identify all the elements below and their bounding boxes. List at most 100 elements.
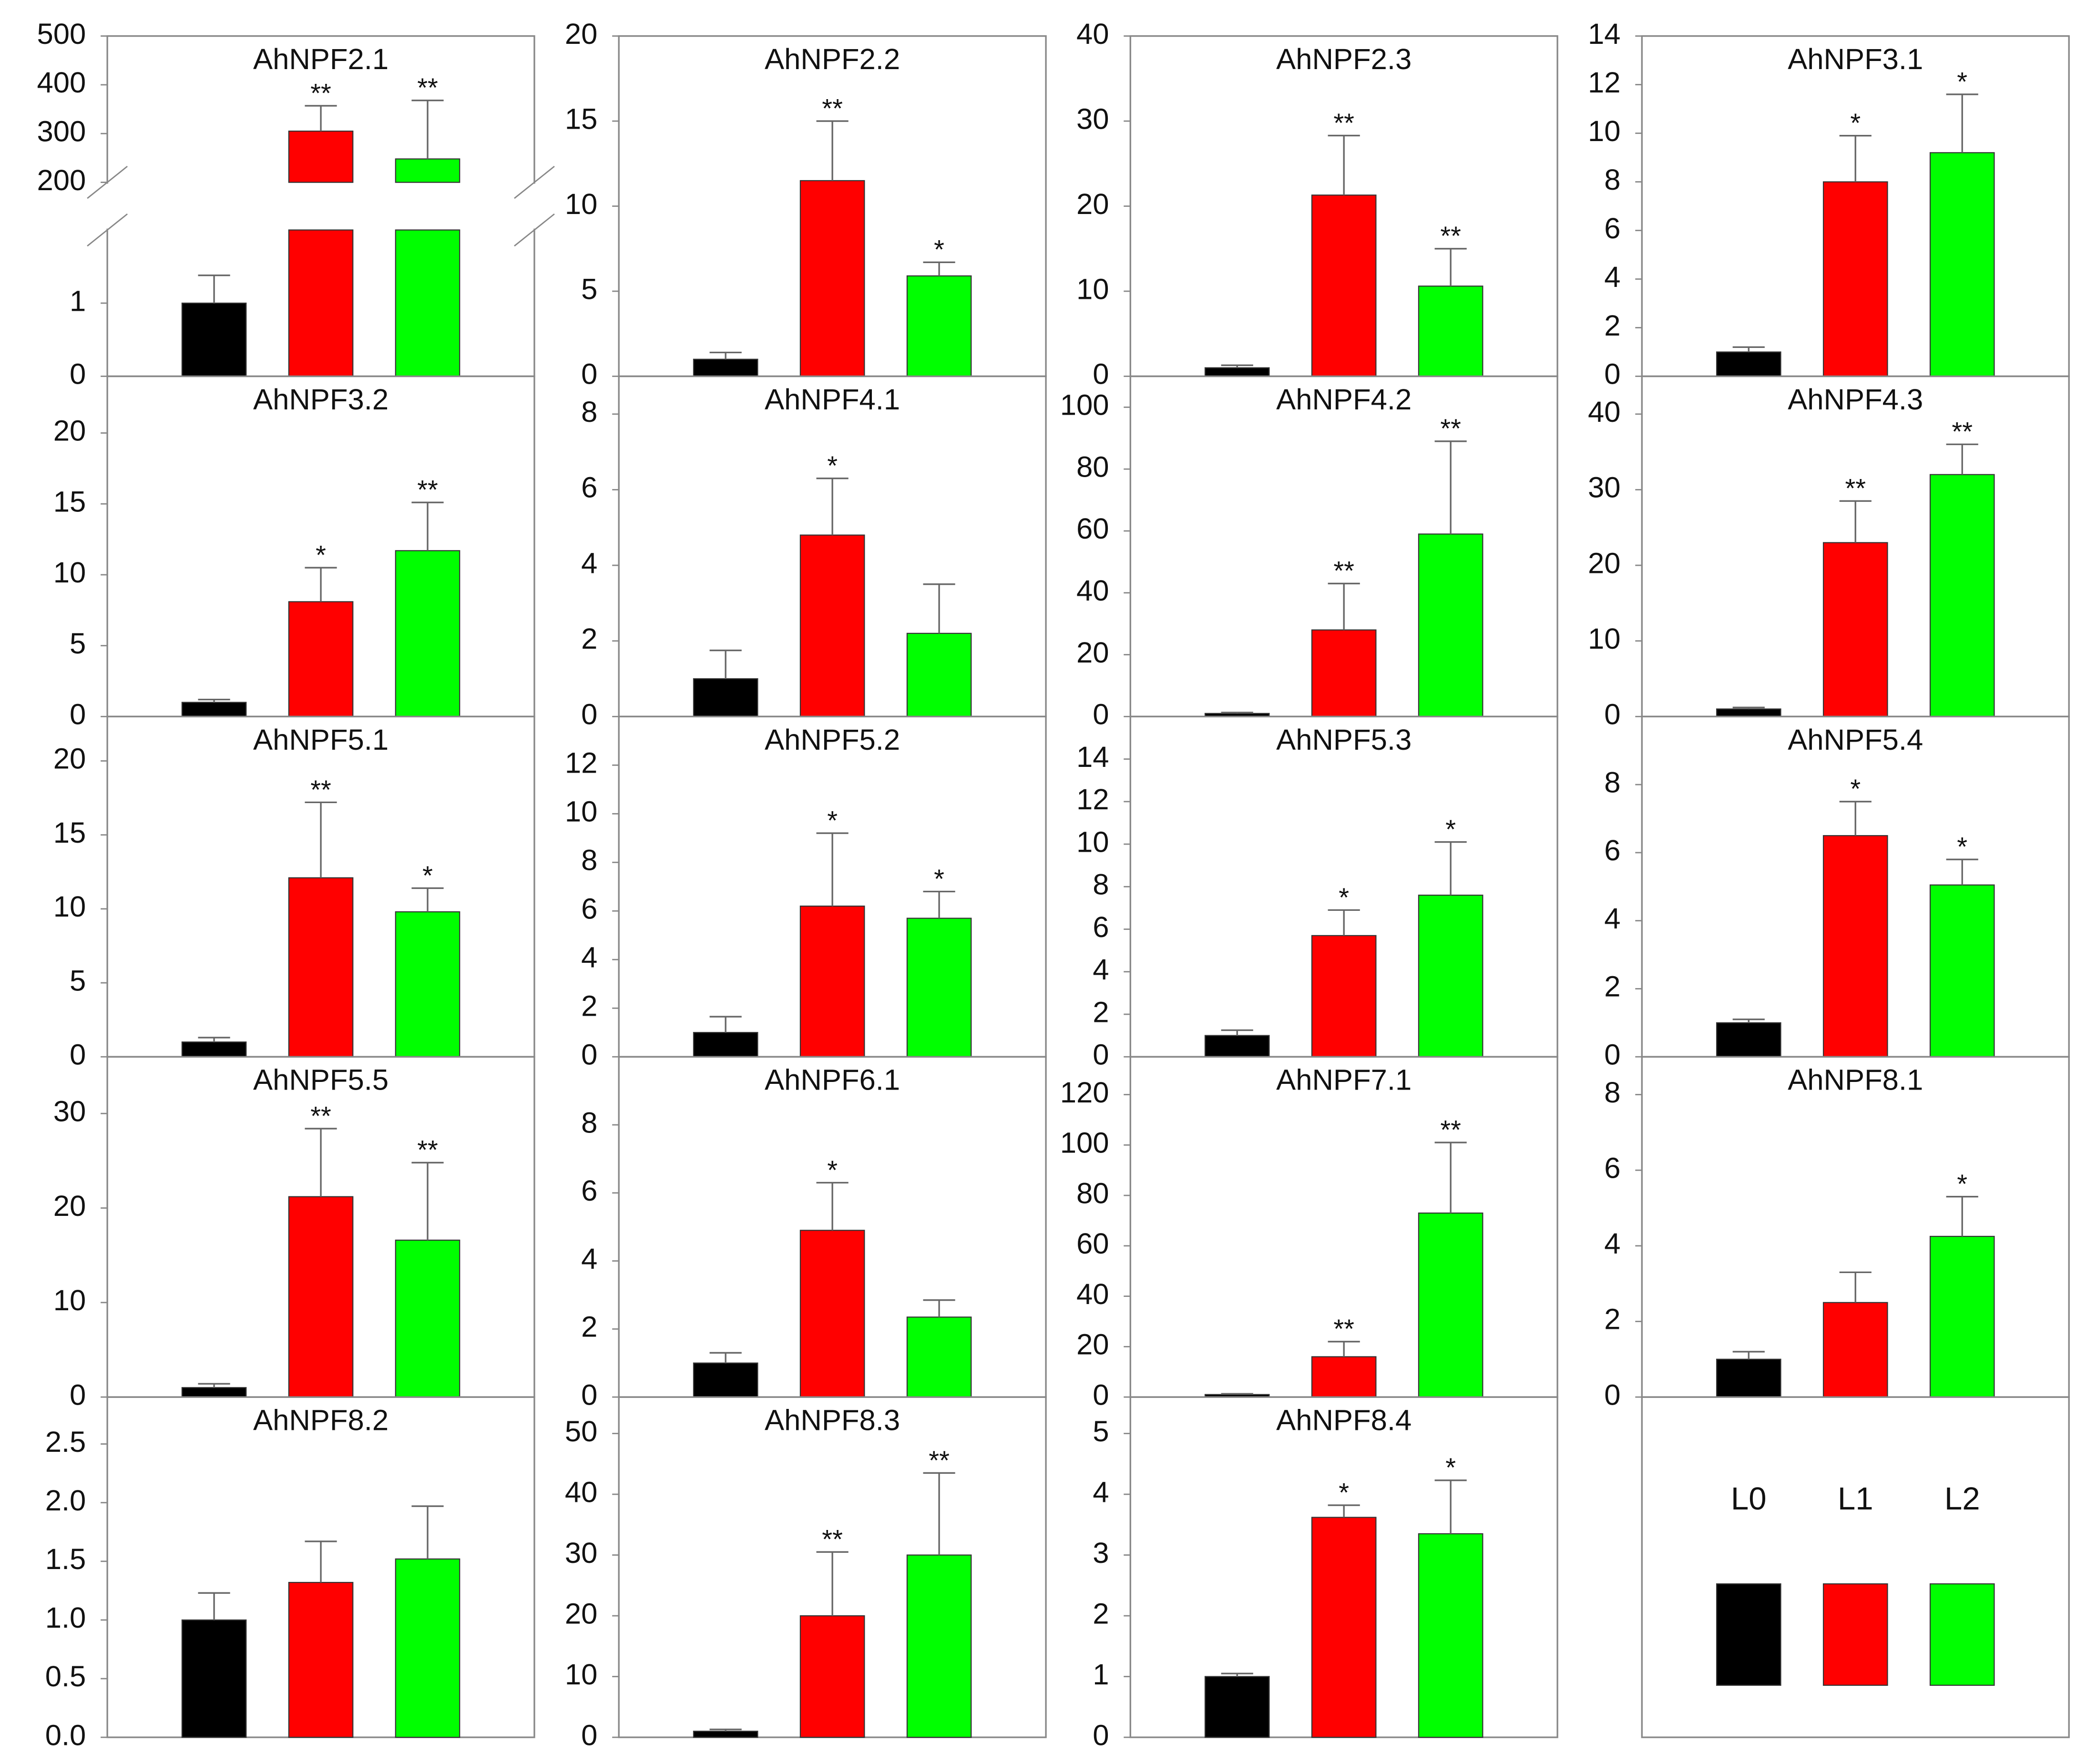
y-tick-label: 2.0 bbox=[45, 1484, 86, 1517]
significance-mark: * bbox=[1957, 832, 1967, 862]
y-tick-label: 8 bbox=[1604, 163, 1620, 196]
y-tick-label: 0 bbox=[1604, 358, 1620, 391]
y-tick-label: 8 bbox=[1604, 766, 1620, 799]
axis-break-gap bbox=[530, 184, 539, 229]
bar bbox=[799, 905, 865, 1058]
y-tick-label: 4 bbox=[581, 941, 597, 974]
y-tick-label: 60 bbox=[1076, 1227, 1109, 1260]
bar bbox=[395, 1239, 460, 1398]
y-tick-label: 10 bbox=[53, 556, 86, 589]
bar bbox=[906, 918, 972, 1058]
y-tick-label: 0 bbox=[1093, 1039, 1109, 1071]
y-tick-label: 6 bbox=[581, 893, 597, 926]
panel-title: AhNPF2.3 bbox=[1276, 43, 1412, 76]
significance-mark: ** bbox=[1440, 221, 1461, 251]
bar bbox=[288, 229, 354, 377]
y-tick-label: 100 bbox=[1060, 1127, 1109, 1160]
y-tick-label: 14 bbox=[1076, 741, 1109, 774]
panel-title: AhNPF2.2 bbox=[765, 43, 900, 76]
y-tick-label: 14 bbox=[1588, 18, 1621, 51]
y-tick-label: 40 bbox=[1076, 1278, 1109, 1311]
panel-title: AhNPF5.4 bbox=[1788, 724, 1923, 756]
bar bbox=[1311, 1356, 1377, 1398]
y-tick-label: 1.0 bbox=[45, 1601, 86, 1634]
bar bbox=[693, 1362, 758, 1398]
y-tick-label: 6 bbox=[1604, 1152, 1620, 1184]
y-tick-label: 10 bbox=[565, 795, 598, 828]
y-tick-label: 30 bbox=[1588, 471, 1621, 504]
y-tick-label: 400 bbox=[37, 66, 86, 99]
y-tick-label: 40 bbox=[1588, 396, 1621, 428]
panel-title: AhNPF7.1 bbox=[1276, 1064, 1412, 1097]
panel-title: AhNPF8.1 bbox=[1788, 1064, 1923, 1097]
bar bbox=[1311, 194, 1377, 377]
bar bbox=[181, 1387, 247, 1398]
y-tick-label: 1 bbox=[70, 285, 86, 317]
bar bbox=[906, 275, 972, 377]
y-tick-label: 12 bbox=[565, 747, 598, 780]
bar bbox=[906, 1554, 972, 1738]
bar bbox=[181, 302, 247, 377]
significance-mark: * bbox=[827, 450, 838, 480]
panel-title: AhNPF2.1 bbox=[253, 43, 389, 76]
y-tick-label: 3 bbox=[1093, 1537, 1109, 1570]
significance-mark: ** bbox=[417, 475, 438, 505]
significance-mark: * bbox=[827, 1155, 838, 1185]
bar bbox=[693, 678, 758, 717]
y-tick-label: 0 bbox=[581, 1719, 597, 1752]
y-tick-label: 5 bbox=[1093, 1415, 1109, 1448]
bar bbox=[1418, 533, 1483, 717]
bar bbox=[1716, 1358, 1781, 1398]
y-tick-label: 0 bbox=[1093, 1719, 1109, 1752]
legend-frame bbox=[1641, 1396, 2070, 1738]
bar bbox=[288, 877, 354, 1058]
y-tick-label: 0 bbox=[1604, 698, 1620, 731]
legend-swatch bbox=[1716, 1583, 1781, 1686]
panel-title: AhNPF8.4 bbox=[1276, 1404, 1412, 1437]
y-tick-label: 5 bbox=[70, 964, 86, 997]
bar bbox=[181, 702, 247, 717]
y-tick-label: 20 bbox=[53, 743, 86, 775]
bar bbox=[1418, 895, 1483, 1058]
y-tick-label: 8 bbox=[581, 1106, 597, 1139]
y-tick-label: 1.5 bbox=[45, 1543, 86, 1576]
significance-mark: ** bbox=[1333, 108, 1354, 138]
axis-break-mark bbox=[514, 213, 555, 247]
bar bbox=[1311, 1517, 1377, 1738]
significance-mark: ** bbox=[1952, 417, 1973, 447]
y-tick-label: 0 bbox=[70, 1039, 86, 1071]
y-tick-label: 60 bbox=[1076, 512, 1109, 545]
y-tick-label: 50 bbox=[565, 1415, 598, 1448]
legend-label: L2 bbox=[1944, 1481, 1980, 1517]
bar bbox=[181, 1619, 247, 1738]
panel-title: AhNPF3.1 bbox=[1788, 43, 1923, 76]
bar bbox=[799, 1230, 865, 1398]
y-tick-label: 15 bbox=[53, 485, 86, 518]
y-tick-label: 0 bbox=[581, 698, 597, 731]
y-tick-label: 2 bbox=[1093, 996, 1109, 1029]
y-tick-label: 6 bbox=[1093, 911, 1109, 944]
y-tick-label: 4 bbox=[581, 1243, 597, 1275]
bar bbox=[395, 158, 460, 183]
significance-mark: * bbox=[1445, 1452, 1456, 1482]
y-tick-label: 20 bbox=[1076, 636, 1109, 669]
bar bbox=[1929, 474, 1995, 717]
y-tick-label: 20 bbox=[53, 1190, 86, 1223]
y-tick-label: 15 bbox=[53, 816, 86, 849]
bar bbox=[288, 1581, 354, 1738]
y-tick-label: 10 bbox=[1588, 622, 1621, 655]
significance-mark: ** bbox=[1333, 1314, 1354, 1344]
bar bbox=[1204, 1035, 1270, 1058]
bar bbox=[1204, 367, 1270, 377]
bar bbox=[693, 1032, 758, 1058]
bar bbox=[395, 229, 460, 377]
y-tick-label: 10 bbox=[1588, 115, 1621, 148]
bar bbox=[1716, 708, 1781, 717]
y-tick-label: 0 bbox=[1093, 358, 1109, 391]
bar bbox=[1929, 1235, 1995, 1398]
bar bbox=[288, 601, 354, 717]
significance-mark: ** bbox=[1845, 473, 1866, 503]
bar bbox=[1822, 542, 1888, 717]
axis-break-gap bbox=[103, 184, 112, 229]
